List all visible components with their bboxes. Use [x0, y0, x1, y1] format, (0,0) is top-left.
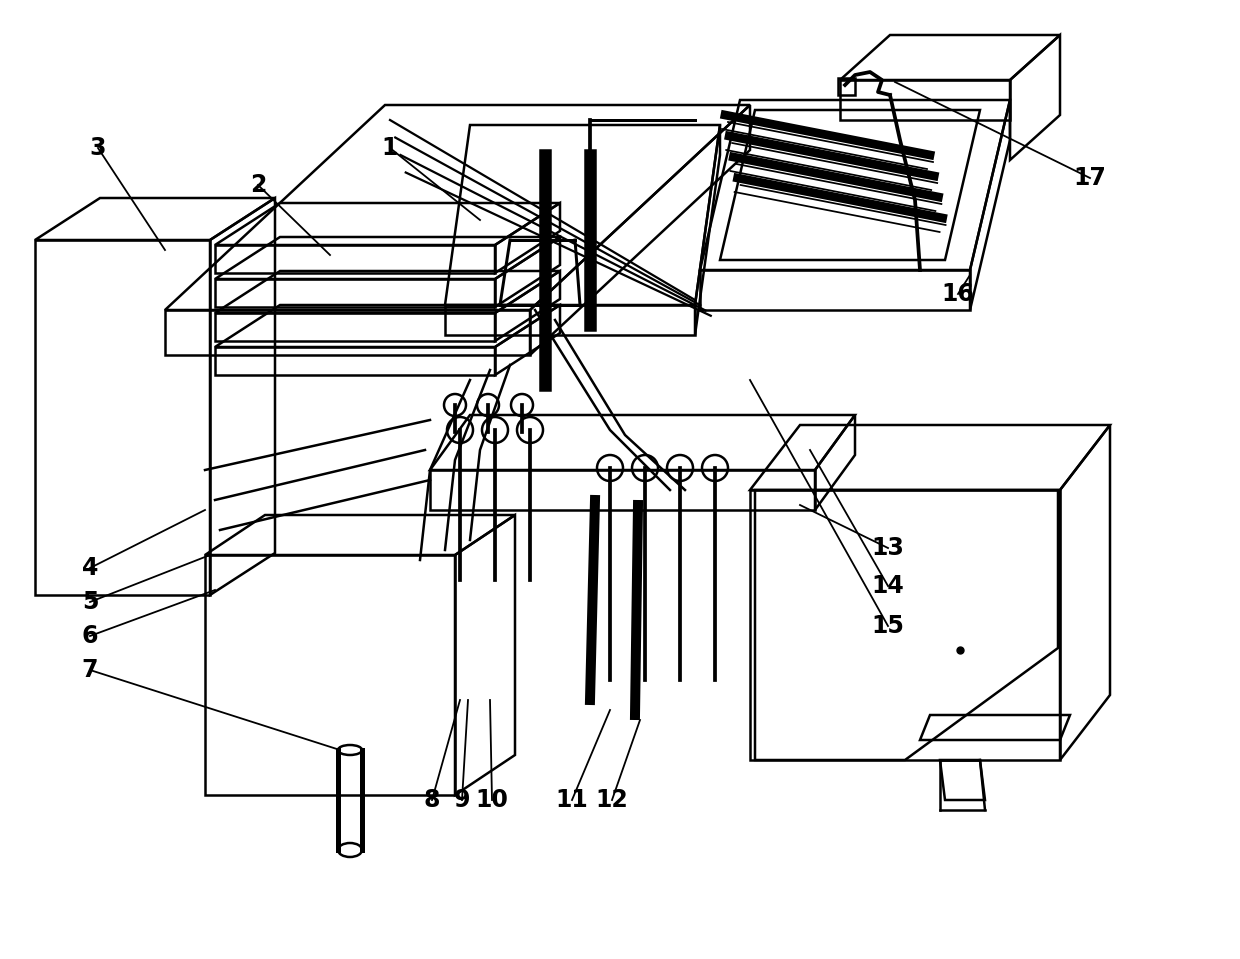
- Text: 11: 11: [556, 788, 588, 812]
- Text: 1: 1: [382, 136, 398, 160]
- Text: 10: 10: [476, 788, 508, 812]
- Text: 3: 3: [89, 136, 107, 160]
- Circle shape: [446, 417, 472, 443]
- Text: 6: 6: [82, 624, 98, 648]
- Circle shape: [517, 417, 543, 443]
- Text: 12: 12: [595, 788, 629, 812]
- Circle shape: [444, 394, 466, 416]
- Text: 8: 8: [424, 788, 440, 812]
- Circle shape: [477, 394, 498, 416]
- Circle shape: [702, 455, 728, 481]
- Text: 2: 2: [249, 173, 267, 197]
- Circle shape: [482, 417, 508, 443]
- Text: 16: 16: [941, 282, 975, 306]
- Text: 14: 14: [872, 574, 904, 598]
- Circle shape: [596, 455, 622, 481]
- Ellipse shape: [339, 745, 362, 755]
- Text: 17: 17: [1074, 166, 1106, 190]
- Circle shape: [632, 455, 658, 481]
- Text: 7: 7: [82, 658, 98, 682]
- Text: 4: 4: [82, 556, 98, 580]
- Text: 13: 13: [872, 536, 904, 560]
- Ellipse shape: [339, 843, 362, 857]
- Circle shape: [511, 394, 533, 416]
- Text: 9: 9: [454, 788, 470, 812]
- Text: 15: 15: [872, 614, 904, 638]
- Circle shape: [667, 455, 693, 481]
- Text: 5: 5: [82, 590, 98, 614]
